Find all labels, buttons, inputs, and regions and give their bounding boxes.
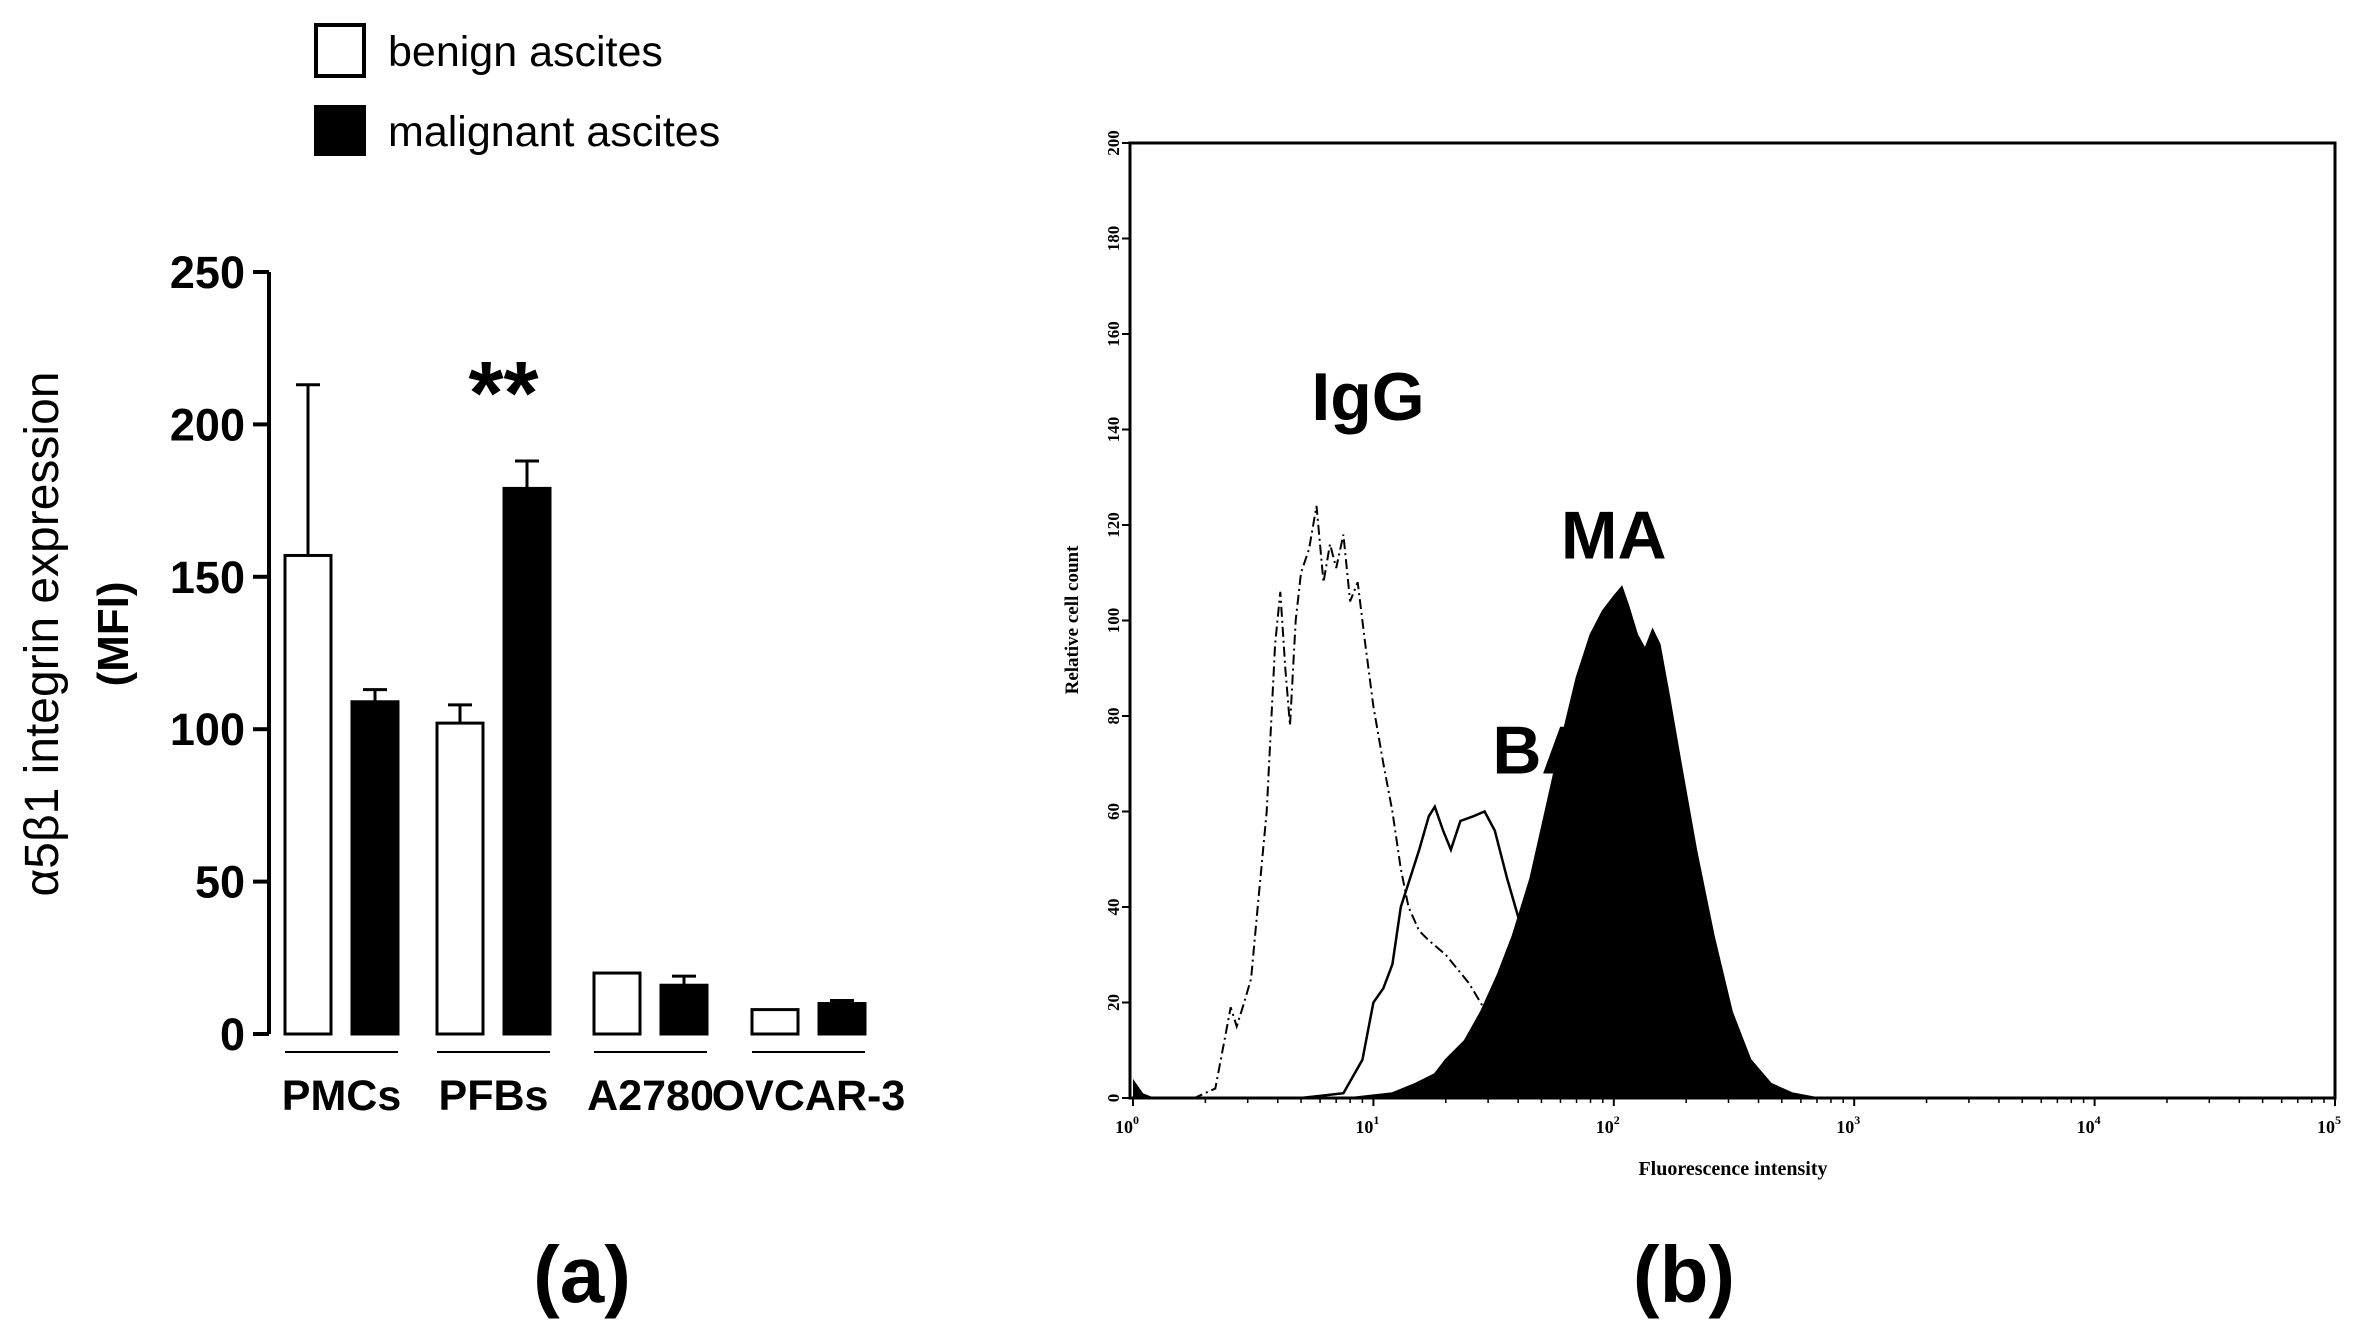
legend: benign ascites malignant ascites [314,23,720,156]
curve-label-MA: MA [1561,497,1667,573]
y-tick-label: 180 [1104,226,1123,252]
histogram-ma-filled [1133,585,1927,1099]
histogram-curves [1133,505,1927,1100]
category-label-A2780: A2780 [587,1072,714,1120]
x-tick-exponent: 5 [2335,1113,2341,1127]
y-tick-label: 100 [1104,608,1123,634]
x-tick-base: 10 [2317,1117,2335,1137]
panel-label-a: (a) [533,1230,631,1319]
legend-label-benign: benign ascites [388,28,663,76]
curve-labels: IgG BA MA [1311,359,1666,788]
y-tick-label: 160 [1104,321,1123,347]
histogram-panel: Relative cell count 02040608010012014016… [1062,130,2341,1319]
x-tick-base: 10 [1115,1117,1133,1137]
x-tick-base: 10 [1836,1117,1854,1137]
curve-label-IgG: IgG [1311,359,1424,435]
y-tick-label: 200 [170,399,245,450]
bar-benign-PFBs [435,721,485,1036]
x-tick-exponent: 2 [1614,1113,1620,1127]
y-tick-label: 40 [1104,899,1123,916]
histogram-edge-spike [1133,1078,1155,1098]
y-axis-label-unit: (MFI) [89,581,138,686]
bar-chart-panel: benign ascites malignant ascites α5β1 in… [16,23,906,1319]
x-tick-exponent: 1 [1373,1113,1379,1127]
histogram-ba-line [1133,803,1759,1100]
bar-malignant-OVCAR-3 [817,1002,867,1036]
x-ticks: 100 101 102 103 104 105 [1115,1098,2341,1137]
bars [283,383,867,1036]
y-ticks: 0 50 100 150 200 250 [170,247,269,1060]
x-tick-exponent: 4 [2095,1113,2101,1127]
x-tick-exponent: 0 [1133,1113,1139,1127]
y-tick-label: 0 [220,1009,245,1060]
x-tick-label: 104 [2077,1113,2101,1137]
y-axis-label: α5β1 integrin expression (MFI) [16,372,138,897]
x-tick-label: 101 [1355,1113,1379,1137]
y-tick-label: 100 [170,704,245,755]
plot-frame [1128,141,2337,1100]
y-tick-label: 120 [1104,512,1123,538]
histogram-igg-line [1133,505,1687,1099]
y-tick-label: 200 [1104,130,1123,156]
significance-annotation: ** [468,344,538,444]
y-tick-label: 50 [195,857,245,908]
y-axis-label-cell-count: Relative cell count [1062,545,1083,694]
x-tick-label: 103 [1836,1113,1860,1137]
y-tick-label: 0 [1104,1094,1123,1103]
y-tick-label: 80 [1104,708,1123,725]
legend-swatch-malignant [314,105,366,156]
y-ticks: 0 20 40 60 80 100 120 140 160 180 200 [1104,130,1130,1102]
y-axis-label-main: α5β1 integrin expression [16,372,69,897]
category-label-OVCAR-3: OVCAR-3 [712,1072,906,1120]
y-tick-label: 60 [1104,803,1123,820]
bar-benign-A2780 [592,971,642,1036]
y-tick-label: 140 [1104,417,1123,443]
x-tick-base: 10 [2077,1117,2095,1137]
panel-label-b: (b) [1633,1230,1735,1319]
bar-malignant-PFBs [502,486,552,1036]
bar-benign-OVCAR-3 [750,1008,800,1036]
curve-label-BA: BA [1492,712,1590,788]
y-tick-label: 250 [170,247,245,298]
y-tick-label: 150 [170,552,245,603]
bar-malignant-PMCs [350,700,400,1036]
x-tick-label: 100 [1115,1113,1139,1137]
x-tick-label: 105 [2317,1113,2341,1137]
x-axis-label: Fluorescence intensity [1638,1158,1827,1180]
legend-swatch-benign [314,23,366,78]
bar-benign-PMCs [283,553,333,1036]
x-tick-base: 10 [1596,1117,1614,1137]
y-tick-label: 20 [1104,994,1123,1011]
category-label-PMCs: PMCs [282,1072,401,1120]
x-tick-exponent: 3 [1854,1113,1860,1127]
bar-malignant-A2780 [659,983,709,1036]
x-tick-label: 102 [1596,1113,1620,1137]
x-tick-base: 10 [1355,1117,1373,1137]
category-label-PFBs: PFBs [439,1072,549,1120]
legend-label-malignant: malignant ascites [388,108,720,156]
